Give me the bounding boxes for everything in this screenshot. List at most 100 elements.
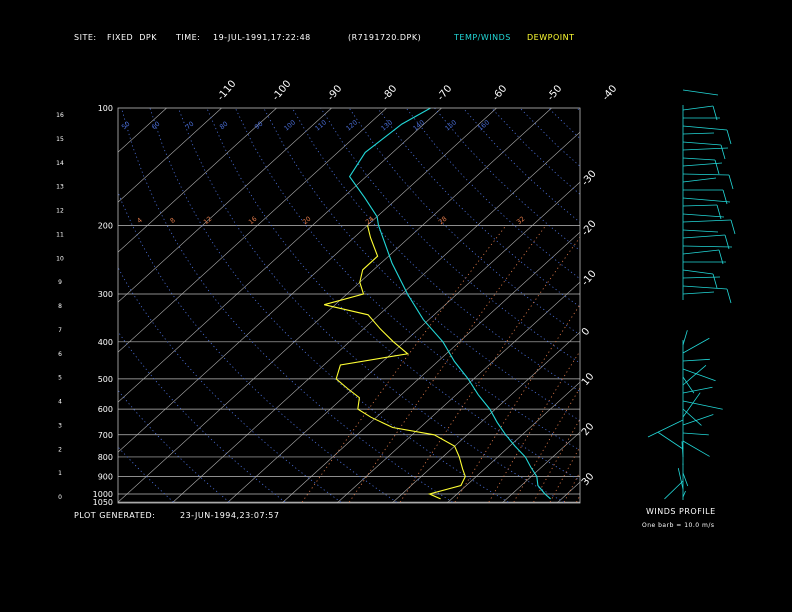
isotherm-line: [391, 331, 580, 503]
mixing-ratio-label: 8: [169, 216, 177, 225]
wind-barb: [682, 173, 730, 176]
wind-barb: [682, 472, 689, 487]
winds-profile-title: WINDS PROFILE: [646, 507, 716, 516]
mixing-ratio-line: [454, 304, 580, 503]
isotherm-line: [226, 181, 580, 503]
wind-barb: [682, 440, 710, 457]
wind-barb-flag: [726, 129, 732, 145]
isotherm-line: [777, 108, 792, 503]
wind-barb: [682, 157, 716, 161]
dry-adiabat-line: [634, 108, 792, 502]
dry-adiabat-line: [263, 108, 580, 422]
isotherm-line: [118, 108, 442, 403]
height-km-label: 1: [58, 470, 62, 477]
isotherm-line: [281, 231, 580, 503]
wind-barb: [682, 400, 723, 410]
height-km-label: 11: [56, 231, 64, 238]
pressure-tick-label: 600: [98, 405, 113, 414]
right-temperature-label: 30: [580, 471, 597, 488]
top-temperature-label: -70: [435, 83, 454, 103]
wind-barb: [681, 441, 684, 458]
height-km-label: 6: [58, 351, 62, 358]
dry-adiabat-line: [434, 108, 580, 251]
pressure-tick-label: 500: [98, 375, 113, 384]
mixing-ratio-label: 20: [301, 215, 312, 226]
isotherm-line: [501, 431, 580, 503]
wind-barb: [682, 105, 714, 111]
wind-barb: [682, 89, 719, 96]
pressure-tick-label: 1000: [93, 490, 113, 499]
wind-barb: [682, 125, 728, 131]
wind-barb: [682, 141, 722, 146]
isotherm-line: [722, 108, 792, 503]
isotherm-line: [118, 108, 277, 253]
wind-barb: [682, 234, 726, 239]
height-km-label: 4: [58, 399, 62, 406]
height-km-label: 0: [58, 494, 62, 501]
wind-barb: [682, 408, 702, 426]
mixing-ratio-label: 12: [202, 215, 213, 226]
adiabat-label: 150: [443, 118, 458, 132]
height-km-label: 9: [58, 279, 62, 286]
mixing-ratio-line: [563, 471, 580, 503]
mixing-ratio-label: 4: [136, 216, 144, 225]
pressure-tick-label: 100: [98, 104, 113, 113]
right-temperature-label: 10: [580, 371, 597, 388]
site-label: SITE:: [74, 33, 97, 42]
dry-adiabat-line: [348, 108, 580, 336]
wind-barb: [682, 249, 720, 255]
top-temperature-label: -60: [490, 83, 509, 103]
dry-adiabat-line: [118, 330, 286, 503]
wind-barb: [682, 365, 707, 386]
adiabat-label: 160: [476, 118, 491, 132]
height-km-label: 3: [58, 422, 62, 429]
mixing-ratio-line: [549, 445, 580, 503]
pressure-tick-label: 700: [98, 431, 113, 440]
right-temperature-label: -30: [580, 169, 599, 189]
wind-barb: [682, 376, 695, 394]
wind-barb: [682, 269, 714, 275]
mixing-ratio-label: 24: [364, 215, 375, 226]
right-temperature-label: 20: [580, 421, 597, 438]
wind-barb: [682, 392, 701, 418]
wind-barb: [682, 285, 728, 290]
isotherm-line: [118, 108, 167, 153]
wind-barb: [682, 386, 713, 394]
wind-barb-flag: [714, 159, 720, 175]
isotherm-line: [118, 108, 332, 303]
wind-barb: [682, 219, 732, 223]
time-label: TIME:: [176, 33, 201, 42]
height-km-label: 13: [56, 184, 64, 191]
file-id: (R7191720.DPK): [348, 33, 422, 42]
wind-barb-flag: [712, 273, 718, 289]
wind-barb: [682, 147, 729, 151]
adiabat-label: 100: [282, 118, 297, 132]
adiabat-label: 60: [150, 120, 161, 131]
isotherm-line: [118, 108, 222, 203]
height-km-label: 10: [56, 255, 64, 262]
dry-adiabat-line: [605, 108, 792, 502]
temperature-profile-line: [348, 108, 551, 500]
adiabat-label: 50: [120, 120, 131, 131]
wind-barb-flag: [720, 144, 726, 160]
adiabat-label: 130: [379, 118, 394, 132]
mixing-ratio-label: 16: [247, 215, 258, 226]
site-value: FIXED DPK: [107, 33, 157, 42]
isotherm-line: [0, 108, 57, 503]
top-temperature-label: -80: [380, 83, 399, 103]
dry-adiabat-line: [377, 108, 580, 308]
top-temperature-label: -50: [545, 83, 564, 103]
wind-barb: [682, 337, 710, 354]
isotherm-line: [0, 108, 2, 503]
dry-adiabat-line: [118, 266, 342, 503]
top-temperature-label: -40: [600, 83, 619, 103]
legend-temp-winds: TEMP/WINDS: [454, 33, 511, 42]
pressure-tick-label: 300: [98, 290, 113, 299]
pressure-tick-label: 800: [98, 453, 113, 462]
pressure-tick-label: 1050: [93, 498, 113, 507]
adiabat-label: 110: [313, 118, 328, 132]
top-temperature-label: -100: [270, 78, 293, 102]
wind-barb: [682, 204, 718, 207]
wind-barb: [682, 330, 688, 346]
